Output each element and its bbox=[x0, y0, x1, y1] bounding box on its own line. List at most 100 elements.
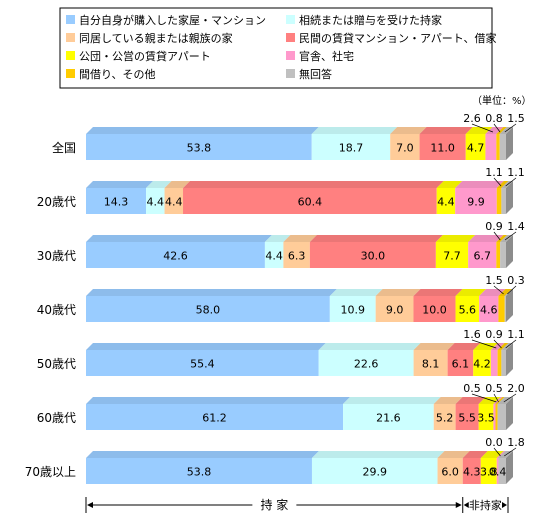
category-label: 40歳代 bbox=[37, 303, 76, 317]
leader-line bbox=[505, 339, 517, 349]
legend-swatch bbox=[286, 51, 295, 60]
leader-line bbox=[471, 339, 497, 349]
bar-segment bbox=[465, 127, 493, 160]
data-label: 1.1 bbox=[507, 328, 525, 341]
bar-segment bbox=[164, 181, 191, 214]
data-label: 58.0 bbox=[196, 304, 221, 317]
bar-segment bbox=[495, 397, 505, 430]
bar-side bbox=[506, 181, 513, 214]
leader-line bbox=[471, 393, 497, 403]
bar-segment bbox=[311, 451, 445, 484]
data-label: 4.4 bbox=[165, 196, 183, 209]
data-label: 21.6 bbox=[376, 412, 401, 425]
bar-segment bbox=[419, 127, 473, 160]
data-label: 7.0 bbox=[396, 142, 414, 155]
data-label: 4.4 bbox=[437, 196, 455, 209]
legend-label: 無回答 bbox=[299, 67, 332, 81]
bar-segment bbox=[473, 343, 498, 376]
data-label: 30.0 bbox=[361, 250, 386, 263]
bar-segment bbox=[86, 343, 326, 376]
leader-line bbox=[505, 177, 517, 187]
data-label: 60.4 bbox=[298, 196, 323, 209]
bar-segment bbox=[455, 181, 504, 214]
leader-line bbox=[493, 393, 499, 403]
bar-segment bbox=[86, 397, 351, 430]
data-label: 5.5 bbox=[458, 412, 476, 425]
data-label: 0.9 bbox=[485, 220, 503, 233]
group-label: 非持家 bbox=[469, 498, 502, 512]
data-label: 14.3 bbox=[104, 196, 129, 209]
bar-segment bbox=[435, 235, 476, 268]
legend-swatch bbox=[66, 51, 75, 60]
data-label: 0.5 bbox=[463, 382, 481, 395]
data-label: 10.9 bbox=[341, 304, 366, 317]
legend-label: 間借り、その他 bbox=[79, 68, 156, 81]
group-label: 持 家 bbox=[260, 497, 288, 512]
data-label: 9.0 bbox=[386, 304, 404, 317]
category-label: 30歳代 bbox=[37, 249, 76, 263]
bar-segment bbox=[436, 181, 463, 214]
data-label: 6.7 bbox=[474, 250, 492, 263]
leader-line bbox=[493, 339, 502, 349]
data-label: 1.1 bbox=[507, 166, 525, 179]
category-label: 20歳代 bbox=[37, 195, 76, 209]
bar-side bbox=[506, 343, 513, 376]
data-label: 7.7 bbox=[443, 250, 461, 263]
data-label: 42.6 bbox=[163, 250, 188, 263]
bar-side bbox=[506, 235, 513, 268]
bar-segment bbox=[86, 127, 319, 160]
category-label: 全国 bbox=[52, 140, 76, 155]
bar-segment bbox=[455, 397, 486, 430]
data-label: 1.4 bbox=[507, 220, 525, 233]
bar-segment bbox=[485, 127, 504, 160]
bar-segment bbox=[343, 397, 441, 430]
bar-segment bbox=[390, 127, 427, 160]
bar-segment bbox=[433, 397, 463, 430]
leader-line bbox=[493, 447, 501, 457]
leader-line bbox=[504, 123, 517, 133]
group-brackets: 持 家 非持家 bbox=[85, 497, 509, 513]
legend-label: 民間の賃貸マンション・アパート、借家 bbox=[299, 31, 497, 45]
data-label: 1.5 bbox=[507, 112, 525, 125]
bar-segment bbox=[318, 343, 421, 376]
category-label: 60歳代 bbox=[37, 411, 76, 425]
legend-label: 同居している親または親族の家 bbox=[79, 31, 233, 45]
data-label: 5.2 bbox=[436, 412, 454, 425]
bar-segment bbox=[437, 451, 470, 484]
bar-segment bbox=[462, 451, 488, 484]
bar-segment bbox=[498, 289, 512, 322]
data-label: 18.7 bbox=[339, 142, 364, 155]
bar-segment bbox=[497, 343, 509, 376]
bar-segment bbox=[478, 397, 501, 430]
category-label: 50歳代 bbox=[37, 357, 76, 371]
data-label: 1.6 bbox=[463, 328, 481, 341]
bar-segment bbox=[455, 289, 487, 322]
category-label: 70歳以上 bbox=[25, 465, 76, 479]
bar-side bbox=[506, 397, 513, 430]
data-label: 22.6 bbox=[354, 358, 379, 371]
data-label: 2.0 bbox=[507, 382, 525, 395]
legend-label: 相続または贈与を受けた持家 bbox=[299, 13, 442, 27]
bar-segment bbox=[183, 181, 444, 214]
data-label: 0.4 bbox=[489, 466, 507, 479]
data-label: 1.1 bbox=[485, 166, 503, 179]
data-label: 53.8 bbox=[187, 466, 212, 479]
bar-side bbox=[506, 289, 513, 322]
data-label: 61.2 bbox=[202, 412, 227, 425]
bar-segment bbox=[496, 181, 509, 214]
data-label: 8.1 bbox=[422, 358, 440, 371]
data-label: 4.6 bbox=[480, 304, 498, 317]
bar-segment bbox=[496, 451, 506, 484]
data-label: 10.0 bbox=[422, 304, 447, 317]
bar-segment bbox=[479, 289, 506, 322]
bar-segment bbox=[496, 235, 508, 268]
bar-segment bbox=[146, 181, 172, 214]
data-label: 2.6 bbox=[463, 112, 481, 125]
bar-segment bbox=[283, 235, 317, 268]
leader-line bbox=[493, 177, 502, 187]
legend-swatch bbox=[286, 33, 295, 42]
bar-side bbox=[506, 451, 513, 484]
data-label: 29.9 bbox=[363, 466, 388, 479]
bar-segment bbox=[309, 235, 443, 268]
data-label: 4.4 bbox=[147, 196, 165, 209]
